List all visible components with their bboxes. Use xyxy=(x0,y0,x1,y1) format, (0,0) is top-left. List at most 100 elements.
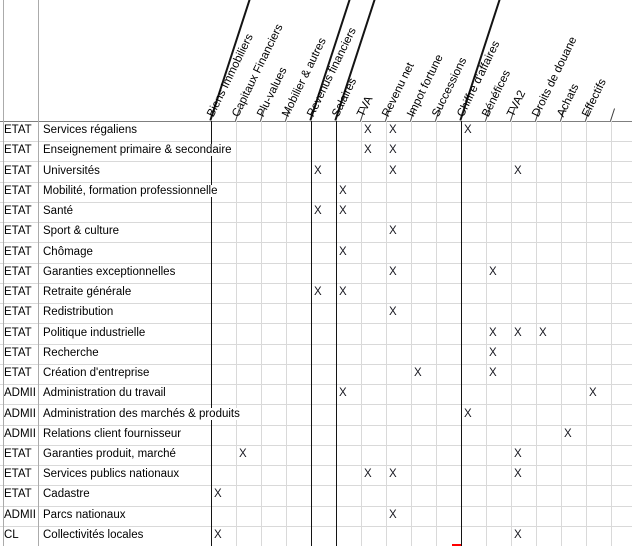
row-label-cell[interactable]: Services publics nationaux xyxy=(43,468,183,481)
x-mark[interactable]: X xyxy=(389,225,397,238)
row-type-cell[interactable]: ETAT xyxy=(4,184,32,197)
column-header[interactable]: Achats xyxy=(555,82,582,119)
x-mark[interactable]: X xyxy=(364,468,372,481)
group-separator-line xyxy=(210,121,213,546)
x-mark[interactable]: X xyxy=(514,448,522,460)
x-mark[interactable]: X xyxy=(339,387,347,400)
x-mark[interactable]: X xyxy=(314,286,322,299)
gridline-vertical xyxy=(386,121,387,546)
gridline-vertical xyxy=(261,121,262,546)
row-type-cell[interactable]: ETAT xyxy=(4,144,32,157)
x-mark[interactable]: X xyxy=(489,367,497,380)
row-label-cell[interactable]: Retraite générale xyxy=(43,286,135,299)
gridline-horizontal xyxy=(0,201,632,203)
x-mark[interactable]: X xyxy=(414,367,422,380)
row-type-cell[interactable]: ETAT xyxy=(4,346,32,359)
gridline-vertical xyxy=(486,121,487,546)
x-mark[interactable]: X xyxy=(364,124,372,137)
x-mark[interactable]: X xyxy=(539,326,547,339)
gridline-horizontal xyxy=(0,444,632,446)
x-mark[interactable]: X xyxy=(489,346,497,359)
row-type-cell[interactable]: ETAT xyxy=(4,326,32,339)
row-type-cell[interactable]: ETAT xyxy=(4,468,32,481)
row-label-cell[interactable]: Chômage xyxy=(43,245,96,258)
row-label-cell[interactable]: Mobilité, formation professionnelle xyxy=(43,184,221,197)
x-mark[interactable]: X xyxy=(514,528,522,541)
x-mark[interactable]: X xyxy=(389,265,397,278)
row-type-cell[interactable]: ADMII xyxy=(4,508,36,521)
row-type-cell[interactable]: ETAT xyxy=(4,124,32,137)
header-bottom-rule xyxy=(0,121,632,122)
x-mark[interactable]: X xyxy=(364,144,372,157)
x-mark[interactable]: X xyxy=(339,205,347,218)
x-mark[interactable]: X xyxy=(514,164,522,177)
group-separator-line xyxy=(310,121,313,546)
row-label-cell[interactable]: Administration du travail xyxy=(43,387,169,400)
x-mark[interactable]: X xyxy=(464,124,472,137)
gridline-horizontal xyxy=(0,505,632,507)
column-header[interactable]: Effectifs xyxy=(580,77,609,119)
row-type-cell[interactable]: ETAT xyxy=(4,164,32,177)
row-type-cell[interactable]: ETAT xyxy=(4,225,32,238)
gridline-vertical xyxy=(361,121,362,546)
gridline-horizontal xyxy=(0,323,632,325)
row-type-cell[interactable]: ADMII xyxy=(4,407,36,420)
row-type-cell[interactable]: ADMII xyxy=(4,387,36,400)
column-header[interactable]: TVA xyxy=(355,94,376,119)
row-label-cell[interactable]: Redistribution xyxy=(43,306,117,319)
row-type-cell[interactable]: ADMII xyxy=(4,427,36,440)
x-mark[interactable]: X xyxy=(389,468,397,481)
x-mark[interactable]: X xyxy=(464,407,472,420)
row-label-cell[interactable]: Santé xyxy=(43,205,77,218)
column-header[interactable]: TVA2 xyxy=(505,88,529,119)
x-mark[interactable]: X xyxy=(314,164,322,177)
x-mark[interactable]: X xyxy=(589,387,597,400)
row-type-cell[interactable]: CL xyxy=(4,528,19,541)
row-type-cell[interactable]: ETAT xyxy=(4,245,32,258)
x-mark[interactable]: X xyxy=(239,448,247,460)
row-label-cell[interactable]: Sport & culture xyxy=(43,225,123,238)
row-label-cell[interactable]: Universités xyxy=(43,164,103,177)
x-mark[interactable]: X xyxy=(214,528,222,541)
header-diagonal-stub xyxy=(610,108,616,121)
x-mark[interactable]: X xyxy=(489,265,497,278)
x-mark[interactable]: X xyxy=(564,427,572,440)
x-mark[interactable]: X xyxy=(339,184,347,197)
row-label-cell[interactable]: Politique industrielle xyxy=(43,326,149,339)
x-mark[interactable]: X xyxy=(489,326,497,339)
x-mark[interactable]: X xyxy=(339,245,347,258)
row-type-cell[interactable]: ETAT xyxy=(4,205,32,218)
x-mark[interactable]: X xyxy=(514,326,522,339)
row-label-cell[interactable]: Cadastre xyxy=(43,488,93,501)
x-mark[interactable]: X xyxy=(339,286,347,299)
row-label-cell[interactable]: Création d'entreprise xyxy=(43,367,153,380)
row-label-cell[interactable]: Garanties produit, marché xyxy=(43,448,179,460)
row-type-cell[interactable]: ETAT xyxy=(4,286,32,299)
x-mark[interactable]: X xyxy=(389,144,397,157)
gridline-horizontal xyxy=(0,343,632,345)
row-label-cell[interactable]: Parcs nationaux xyxy=(43,508,129,521)
group-separator-line xyxy=(460,121,463,546)
row-type-cell[interactable]: ETAT xyxy=(4,306,32,319)
row-label-cell[interactable]: Enseignement primaire & secondaire xyxy=(43,144,235,157)
gridline-horizontal xyxy=(0,424,632,426)
row-type-cell[interactable]: ETAT xyxy=(4,265,32,278)
x-mark[interactable]: X xyxy=(389,164,397,177)
row-label-cell[interactable]: Relations client fournisseur xyxy=(43,427,185,440)
row-type-cell[interactable]: ETAT xyxy=(4,367,32,380)
gridline-vertical xyxy=(611,121,612,546)
x-mark[interactable]: X xyxy=(389,124,397,137)
x-mark[interactable]: X xyxy=(314,205,322,218)
x-mark[interactable]: X xyxy=(389,306,397,319)
row-type-cell[interactable]: ETAT xyxy=(4,488,32,501)
row-label-cell[interactable]: Recherche xyxy=(43,346,102,359)
x-mark[interactable]: X xyxy=(214,488,222,501)
gridline-horizontal xyxy=(0,525,632,527)
row-type-cell[interactable]: ETAT xyxy=(4,448,32,460)
row-label-cell[interactable]: Collectivités locales xyxy=(43,528,147,541)
x-mark[interactable]: X xyxy=(389,508,397,521)
row-label-cell[interactable]: Services régaliens xyxy=(43,124,140,137)
row-label-cell[interactable]: Administration des marchés & produits xyxy=(43,407,243,420)
row-label-cell[interactable]: Garanties exceptionnelles xyxy=(43,265,179,278)
x-mark[interactable]: X xyxy=(514,468,522,481)
